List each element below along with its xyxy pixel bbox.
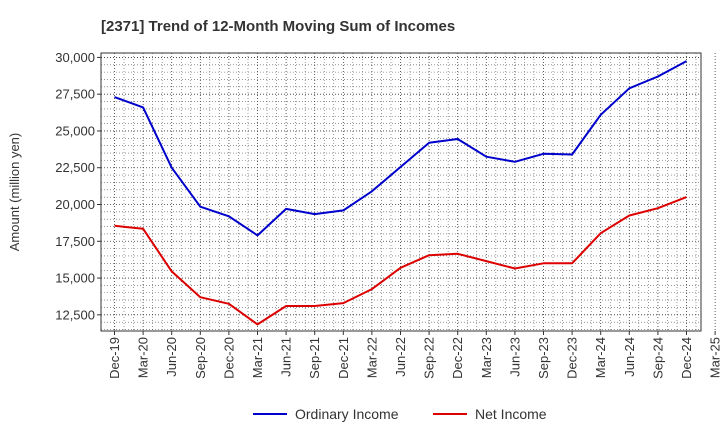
series-line-ordinary-income [114,60,687,237]
x-tick-label: Dec-23 [565,337,580,379]
x-tick-label: Dec-24 [679,337,694,379]
x-tick-label: Jun-22 [393,337,408,377]
x-tick-label: Mar-23 [479,337,494,378]
y-axis: 12,500 15,000 17,500 20,000 22,500 25,000 27,5… [55,50,101,322]
x-tick-label: Jun-24 [622,337,637,377]
legend-label-net-income: Net Income [475,406,547,422]
y-axis-label: Amount (million yen) [7,133,22,252]
x-tick-label: Sep-23 [536,337,551,379]
x-tick-label: Sep-20 [193,337,208,379]
chart-title: [2371] Trend of 12-Month Moving Sum of I… [101,18,455,35]
x-tick-label: Jun-23 [507,337,522,377]
y-tick-label: 12,500 [55,307,95,322]
y-tick-label: 30,000 [55,50,95,65]
x-tick-label: Jun-20 [164,337,179,377]
x-tick-label: Mar-20 [136,337,151,378]
x-tick-label: Sep-22 [422,337,437,379]
y-tick-label: 15,000 [55,271,95,286]
y-tick-label: 22,500 [55,160,95,175]
x-axis: Dec-19 Mar-20 Jun-20 Sep-20 Dec-20 Mar-21 Jun-… [107,331,720,379]
y-tick-label: 27,500 [55,87,95,102]
x-tick-label: Mar-24 [593,337,608,378]
x-tick-label: Mar-22 [364,337,379,378]
y-tick-label: 17,500 [55,234,95,249]
x-tick-label: Sep-21 [307,337,322,379]
legend: Ordinary Income Net Income [253,406,547,422]
series-line-net-income [114,196,687,326]
x-tick-label: Jun-21 [279,337,294,377]
series-group [114,60,687,326]
x-tick-label: Dec-21 [336,337,351,379]
x-tick-label: Mar-21 [250,337,265,378]
y-tick-label: 25,000 [55,123,95,138]
legend-label-ordinary-income: Ordinary Income [295,406,399,422]
x-tick-label: Mar-25 [708,337,720,378]
x-tick-label: Dec-22 [450,337,465,379]
y-tick-label: 20,000 [55,197,95,212]
x-tick-label: Dec-19 [107,337,122,379]
x-tick-label: Dec-20 [221,337,236,379]
x-tick-label: Sep-24 [650,337,665,379]
